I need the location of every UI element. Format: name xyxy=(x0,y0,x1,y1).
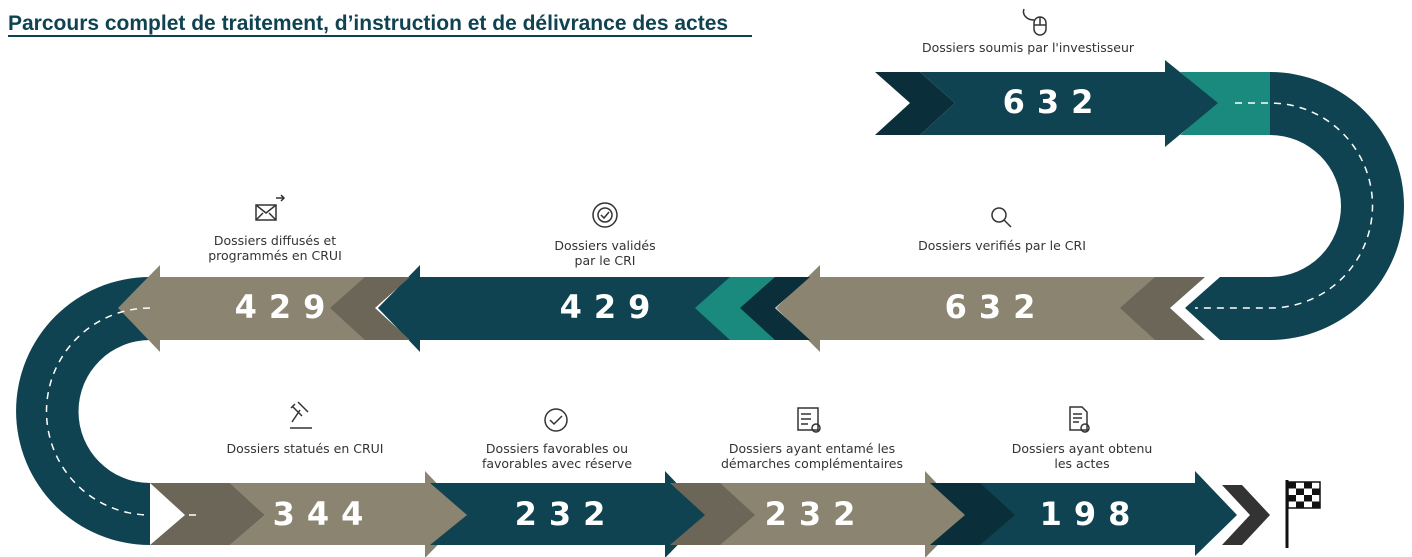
icon-badge xyxy=(592,202,618,228)
segment xyxy=(920,60,1218,147)
stage-value: 232 xyxy=(515,495,618,533)
stage-label: Dossiers ayant obtenu xyxy=(1012,441,1153,456)
icon-list xyxy=(797,407,821,433)
icon-gavel xyxy=(290,401,312,429)
segment xyxy=(1180,72,1270,135)
stage-label: favorables avec réserve xyxy=(482,456,632,471)
stage-label: Dossiers favorables ou xyxy=(486,441,628,456)
segment xyxy=(930,471,1237,556)
segment xyxy=(430,471,707,557)
segment xyxy=(118,265,365,352)
stage-label: Dossiers diffusés et xyxy=(214,233,336,248)
stage-value: 632 xyxy=(945,288,1048,326)
stage-label: Dossiers soumis par l'investisseur xyxy=(922,40,1135,55)
stage-label: Dossiers validés xyxy=(554,238,655,253)
segment xyxy=(930,483,1015,545)
segment xyxy=(670,483,755,545)
road-line xyxy=(1195,102,1374,309)
stage-label: démarches complémentaires xyxy=(721,456,903,471)
stage-value: 198 xyxy=(1040,495,1143,533)
icon-mouse xyxy=(1022,8,1047,36)
finish-flag xyxy=(1285,480,1321,548)
segment xyxy=(378,265,775,352)
icon-check xyxy=(544,408,568,432)
segment xyxy=(150,483,265,545)
stage-label: par le CRI xyxy=(575,253,636,268)
stage-value: 429 xyxy=(235,288,338,326)
icon-search xyxy=(991,207,1012,228)
segment xyxy=(670,471,967,557)
segment xyxy=(695,277,775,340)
segment xyxy=(230,471,467,557)
stage-label: Dossiers ayant entamé les xyxy=(729,441,895,456)
stage-label: Dossiers verifiés par le CRI xyxy=(918,238,1086,253)
stage-value: 632 xyxy=(1003,83,1106,121)
segment xyxy=(875,72,955,135)
curve-right xyxy=(1270,72,1404,340)
segment xyxy=(1185,277,1270,340)
curve-left xyxy=(16,277,151,545)
icon-doc xyxy=(1069,406,1090,433)
title: Parcours complet de traitement, d’instru… xyxy=(8,12,728,35)
stage-value: 232 xyxy=(765,495,868,533)
segment xyxy=(776,265,1155,352)
stage-value: 429 xyxy=(560,288,663,326)
stage-label: les actes xyxy=(1054,456,1109,471)
chevron xyxy=(1222,485,1270,545)
stage-label: programmés en CRUI xyxy=(208,248,342,263)
icon-mail xyxy=(255,194,286,221)
stage-value: 344 xyxy=(273,495,376,533)
stage-label: Dossiers statués en CRUI xyxy=(227,441,384,456)
